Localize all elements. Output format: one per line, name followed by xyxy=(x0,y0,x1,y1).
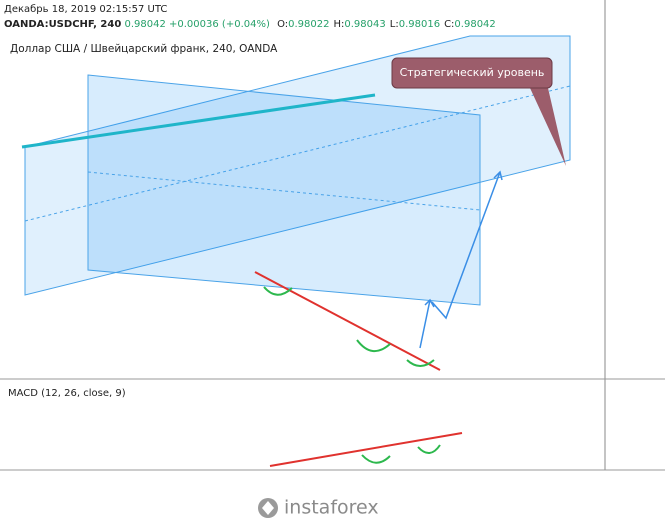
timestamp: Декабрь 18, 2019 02:15:57 UTC xyxy=(4,4,167,15)
footer xyxy=(0,492,665,524)
swing-mark xyxy=(406,359,435,367)
rising-channel xyxy=(24,35,571,296)
swing-mark xyxy=(263,286,293,296)
trend-line xyxy=(21,93,376,149)
quote-value: 0.98042 xyxy=(454,19,495,30)
quote-label: O: xyxy=(277,19,288,30)
indicator-title: MACD (12, 26, close, 9) xyxy=(8,388,126,399)
quote-value: 0.98016 xyxy=(399,19,440,30)
quote-value: 0.98022 xyxy=(288,19,329,30)
quote-label: H: xyxy=(334,19,345,30)
quote-label: C: xyxy=(444,19,454,30)
drawings-back xyxy=(24,35,571,306)
swing-mark xyxy=(356,339,391,352)
logo-icon xyxy=(262,501,274,515)
brand-logo: instaforex xyxy=(258,497,379,519)
chart-title: Доллар США / Швейцарский франк, 240, OAN… xyxy=(10,43,278,55)
quote-line: OANDA:USDCHF, 240 0.98042 +0.00036 (+0.0… xyxy=(4,19,496,30)
trend-line xyxy=(254,271,441,371)
callout-text: Стратегический уровень xyxy=(400,66,545,79)
falling-channel xyxy=(87,74,481,306)
callout-pointer xyxy=(530,88,566,166)
drawings-front: Стратегический уровень xyxy=(21,57,566,467)
swing-mark xyxy=(361,454,391,464)
swing-mark xyxy=(417,444,441,454)
callout xyxy=(391,57,553,89)
trend-line xyxy=(269,432,463,467)
change: +0.00036 (+0.04%) xyxy=(169,19,270,30)
quote-label: L: xyxy=(390,19,399,30)
quote-value: 0.98043 xyxy=(344,19,385,30)
last-quote: 0.98042 xyxy=(124,19,165,30)
symbol: OANDA:USDCHF, 240 xyxy=(4,19,121,30)
brand: instaforex xyxy=(284,497,379,519)
forecast-arrow xyxy=(419,170,503,349)
